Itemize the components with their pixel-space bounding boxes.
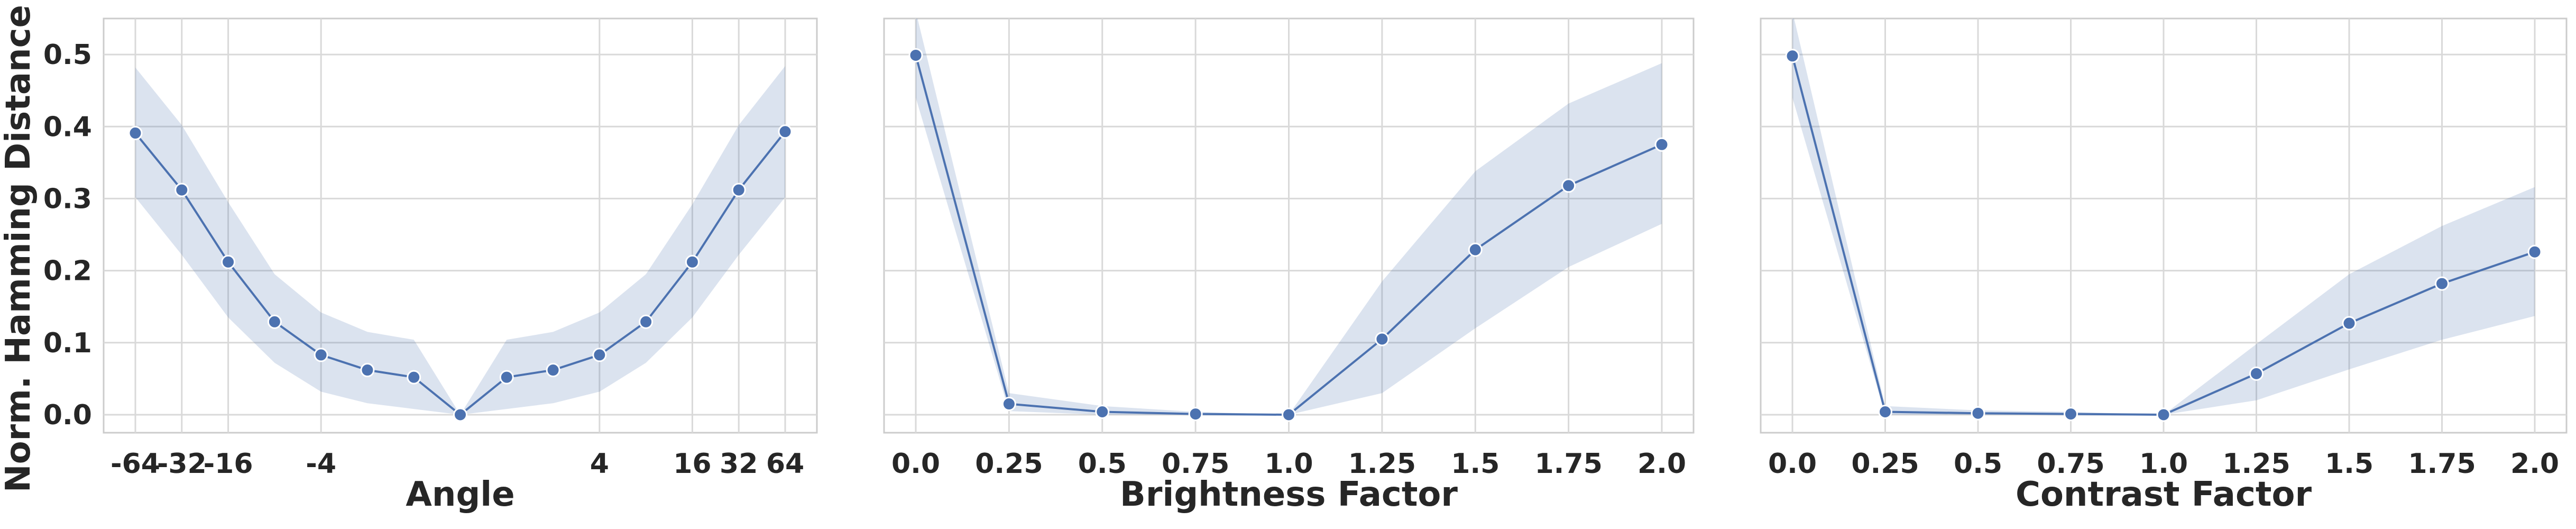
data-point	[1878, 405, 1892, 419]
x-tick-label: -4	[306, 448, 336, 480]
x-tick-label: 1.0	[2139, 448, 2188, 480]
data-point	[1971, 406, 1985, 421]
y-axis-label: Norm. Hamming Distance	[0, 5, 38, 492]
x-tick-label: 1.5	[1451, 448, 1499, 480]
data-point	[2156, 407, 2171, 422]
confidence-band	[916, 19, 1662, 415]
data-point	[2527, 244, 2542, 259]
confidence-band	[1792, 19, 2535, 415]
plot-area	[103, 17, 818, 434]
data-point	[221, 254, 236, 269]
data-point	[407, 370, 421, 385]
x-tick-label: 0.25	[1851, 448, 1919, 480]
x-tick-label: 1.25	[2222, 448, 2290, 480]
x-tick-label: 2.0	[1637, 448, 1686, 480]
x-tick-label: -64	[111, 448, 160, 480]
x-tick-label: 0.0	[1768, 448, 1817, 480]
data-point	[685, 254, 700, 269]
x-tick-label: -32	[157, 448, 207, 480]
x-tick-label: 1.0	[1264, 448, 1313, 480]
data-point	[908, 48, 923, 62]
x-tick-label: 32	[720, 448, 758, 480]
x-tick-label: -16	[204, 448, 253, 480]
x-tick-label: 64	[766, 448, 804, 480]
data-point	[1561, 178, 1576, 193]
x-tick-label: 1.75	[1534, 448, 1602, 480]
x-axis-label: Contrast Factor	[2016, 475, 2312, 514]
data-point	[546, 363, 560, 378]
data-point	[2064, 407, 2078, 422]
x-tick-label: 2.0	[2510, 448, 2559, 480]
data-point	[453, 407, 467, 422]
x-tick-label: 0.75	[2037, 448, 2104, 480]
data-point	[360, 363, 375, 378]
data-point	[267, 314, 282, 329]
x-tick-label: 0.75	[1162, 448, 1229, 480]
x-tick-label: 0.25	[975, 448, 1043, 480]
x-axis-label: Brightness Factor	[1120, 475, 1458, 514]
data-point	[1375, 332, 1390, 346]
data-point	[2249, 366, 2264, 381]
data-point	[1654, 137, 1669, 152]
y-tick-label: 0.4	[43, 111, 92, 143]
data-point	[128, 126, 143, 141]
chart-panel-1: 0.0 0.1 0.2 0.3 0.4 0.5 -64-32-16 -4 4 16 32 64 Angl…	[43, 17, 818, 514]
data-point	[1282, 407, 1296, 422]
data-point	[1785, 49, 1800, 63]
y-tick-label: 0.3	[43, 183, 92, 215]
x-tick-label: 4	[590, 448, 609, 480]
x-tick-label: 0.0	[891, 448, 940, 480]
x-tick-label: 1.25	[1348, 448, 1416, 480]
data-point	[2342, 316, 2357, 331]
data-point	[1095, 405, 1110, 419]
data-point	[778, 124, 793, 139]
y-tick-label: 0.1	[43, 327, 92, 359]
data-point	[1001, 397, 1016, 412]
x-tick-label: 1.5	[2325, 448, 2373, 480]
x-tick-label: 0.5	[1954, 448, 2002, 480]
x-tick-label: 1.75	[2408, 448, 2476, 480]
y-tick-label: 0.5	[43, 39, 92, 71]
data-point	[2435, 276, 2449, 291]
data-point	[1468, 242, 1483, 257]
confidence-band	[135, 66, 785, 415]
x-tick-label: 16	[673, 448, 711, 480]
data-point	[1188, 407, 1203, 422]
y-tick-label: 0.0	[43, 399, 92, 431]
data-point	[174, 183, 189, 197]
data-point	[314, 348, 328, 362]
data-point	[639, 314, 654, 329]
x-tick-label: 0.5	[1078, 448, 1127, 480]
data-point	[731, 183, 746, 197]
chart-panel-3: 0.0 0.25 0.5 0.75 1.0 1.25 1.5 1.75 2.0 Contrast …	[1760, 17, 2568, 514]
chart-panel-2: 0.0 0.25 0.5 0.75 1.0 1.25 1.5 1.75 2.0 Brightnes…	[883, 17, 1695, 514]
data-point	[592, 348, 607, 362]
y-tick-label: 0.2	[43, 256, 92, 287]
x-axis-label: Angle	[406, 475, 514, 514]
data-point	[499, 370, 514, 385]
